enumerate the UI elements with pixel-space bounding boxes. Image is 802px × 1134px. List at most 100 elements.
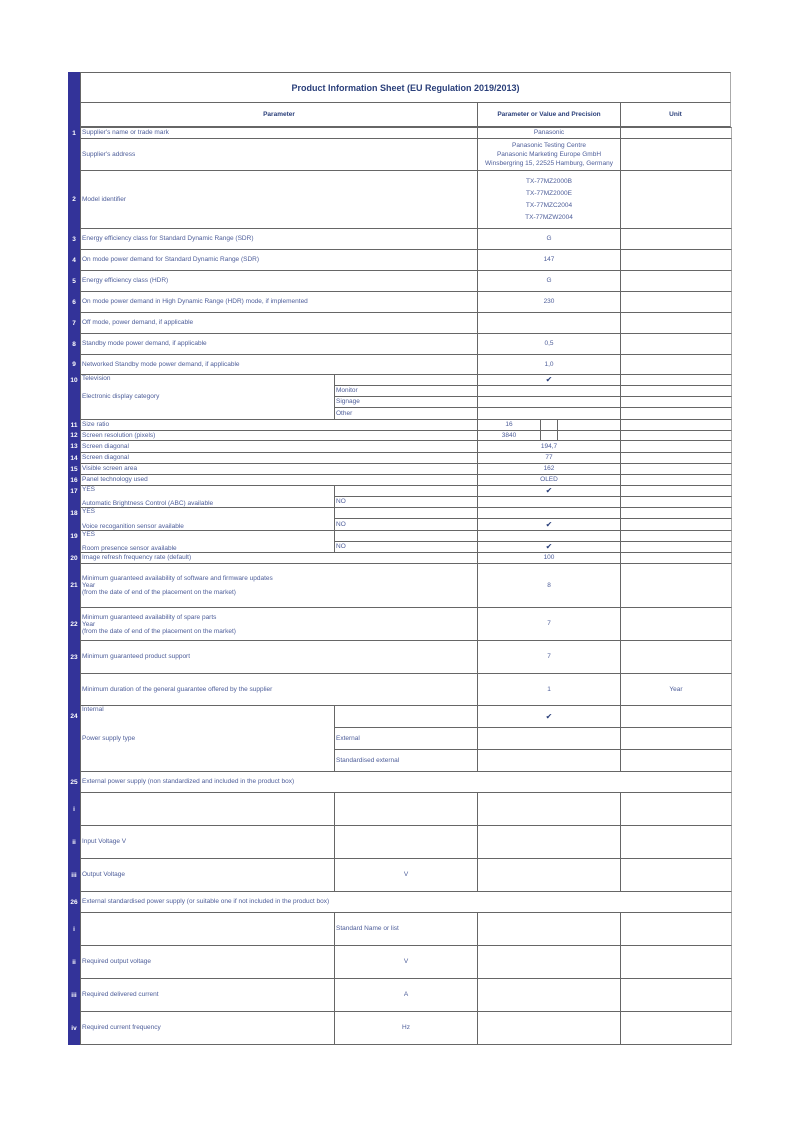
parameter-label: Energy efficiency class (HDR) xyxy=(82,277,169,284)
unit-cell xyxy=(620,607,732,641)
value-cell: G xyxy=(477,270,621,292)
value-cell: 7 xyxy=(477,607,621,641)
parameter-label: Panel technology used xyxy=(82,476,148,483)
parameter-cell: Minimum duration of the general guarante… xyxy=(80,673,478,706)
row-number: 2 xyxy=(68,170,80,229)
value-cell xyxy=(477,749,621,772)
parameter-label: On mode power demand for Standard Dynami… xyxy=(82,256,260,263)
unit-cell xyxy=(620,749,732,772)
sub-option-cell: Standard Name or list xyxy=(334,912,478,946)
sub-option-cell: V xyxy=(334,945,478,979)
unit-cell xyxy=(620,705,732,728)
value-cell: Panasonic Testing Centre Panasonic Market… xyxy=(477,138,621,171)
value-cell xyxy=(477,858,621,892)
row-number: 4 xyxy=(68,249,80,271)
unit-cell xyxy=(620,249,732,271)
row-number: 16 xyxy=(68,474,80,486)
value-cell xyxy=(477,825,621,859)
row-number: 18 xyxy=(68,507,80,519)
value-cell: 230 xyxy=(477,291,621,313)
unit-cell xyxy=(620,138,732,171)
value-cell xyxy=(477,727,621,750)
parameter-label: YES xyxy=(82,486,96,493)
parameter-cell: Internal Power supply type xyxy=(80,705,335,772)
value-cell xyxy=(477,312,621,334)
value-line: TX-77MZW2004 xyxy=(525,213,573,221)
value-line: Winsbergring 15, 22525 Hamburg, Germany xyxy=(485,159,613,167)
unit-cell xyxy=(620,291,732,313)
value-line: Panasonic Marketing Europe GmbH xyxy=(496,150,602,158)
parameter-label: Minimum guaranteed product support xyxy=(82,653,191,660)
row-number: 8 xyxy=(68,333,80,355)
parameter-label: Networked Standby mode power demand, if … xyxy=(82,360,240,368)
row-number: 15 xyxy=(68,463,80,475)
row-number: 7 xyxy=(68,312,80,334)
value-cell: 7 xyxy=(477,640,621,674)
parameter-cell: On mode power demand for Standard Dynami… xyxy=(80,249,478,271)
row-number xyxy=(68,407,80,420)
value-cell xyxy=(477,945,621,979)
row-number xyxy=(68,727,80,750)
unit-cell xyxy=(620,228,732,250)
header-value: Parameter or Value and Precision xyxy=(477,102,621,127)
value-cell xyxy=(477,978,621,1012)
row-number: 11 xyxy=(68,419,80,431)
parameter-cell: Minimum guaranteed product support xyxy=(80,640,478,674)
row-number: 1 xyxy=(68,127,80,139)
row-number: 5 xyxy=(68,270,80,292)
parameter-cell: Networked Standby mode power demand, if … xyxy=(80,354,478,375)
sub-option-cell: Hz xyxy=(334,1011,478,1045)
row-number xyxy=(68,749,80,772)
parameter-cell: Model identifier xyxy=(80,170,478,229)
unit-cell xyxy=(620,912,732,946)
parameter-description: Automatic Brightness Control (ABC) avail… xyxy=(82,500,214,507)
parameter-cell: Off mode, power demand, if applicable xyxy=(80,312,478,334)
parameter-label: Supplier's name or trade mark xyxy=(82,129,169,136)
header-parameter: Parameter xyxy=(80,102,478,127)
value-line: TX-77MZ2000B xyxy=(526,177,572,185)
parameter-label: Television xyxy=(82,375,111,382)
value-cell: 8 xyxy=(477,563,621,608)
value-line: TX-77MZ2000E xyxy=(526,189,572,197)
row-number: i xyxy=(68,792,80,826)
row-number: 21 xyxy=(68,563,80,608)
parameter-cell: Input Voltage V xyxy=(80,825,335,859)
row-number: 20 xyxy=(68,552,80,564)
unit-cell xyxy=(620,1011,732,1045)
parameter-label: Input Voltage V xyxy=(82,838,127,845)
sheet-title: Product Information Sheet (EU Regulation… xyxy=(80,72,731,103)
value-cell: 147 xyxy=(477,249,621,271)
row-number: 3 xyxy=(68,228,80,250)
parameter-label: Visible screen area xyxy=(82,465,138,472)
parameter-description: Voice recoganition sensor available xyxy=(82,523,184,530)
unit-cell xyxy=(620,312,732,334)
unit-cell xyxy=(620,170,732,229)
parameter-cell: Required delivered current xyxy=(80,978,335,1012)
unit-overlay: Year xyxy=(82,620,96,628)
section-heading: External standardised power supply (or s… xyxy=(80,891,732,913)
parameter-label: Required output voltage xyxy=(82,958,152,965)
sub-option-cell: V xyxy=(334,858,478,892)
row-number: 17 xyxy=(68,485,80,497)
unit-overlay: Year xyxy=(82,582,96,589)
parameter-cell: Minimum guaranteed availability of softw… xyxy=(80,563,478,608)
parameter-cell: Energy efficiency class for Standard Dyn… xyxy=(80,228,478,250)
row-number: 19 xyxy=(68,530,80,542)
unit-cell xyxy=(620,825,732,859)
value-line: TX-77MZC2004 xyxy=(525,201,573,209)
row-number: 9 xyxy=(68,354,80,375)
row-number: 26 xyxy=(68,891,80,913)
sub-option-cell xyxy=(334,705,478,728)
parameter-label: YES xyxy=(82,531,96,538)
parameter-cell: On mode power demand in High Dynamic Ran… xyxy=(80,291,478,313)
row-number: 22 xyxy=(68,607,80,641)
row-number: ii xyxy=(68,945,80,979)
parameter-cell: Required current frequency xyxy=(80,1011,335,1045)
parameter-label: YES xyxy=(82,508,96,515)
parameter-cell: Required output voltage xyxy=(80,945,335,979)
value-cell xyxy=(477,792,621,826)
parameter-label: On mode power demand in High Dynamic Ran… xyxy=(82,298,308,305)
checkmark-icon: ✔ xyxy=(477,705,621,728)
parameter-label: Screen resolution (pixels) xyxy=(82,431,156,439)
row-number: iii xyxy=(68,978,80,1012)
